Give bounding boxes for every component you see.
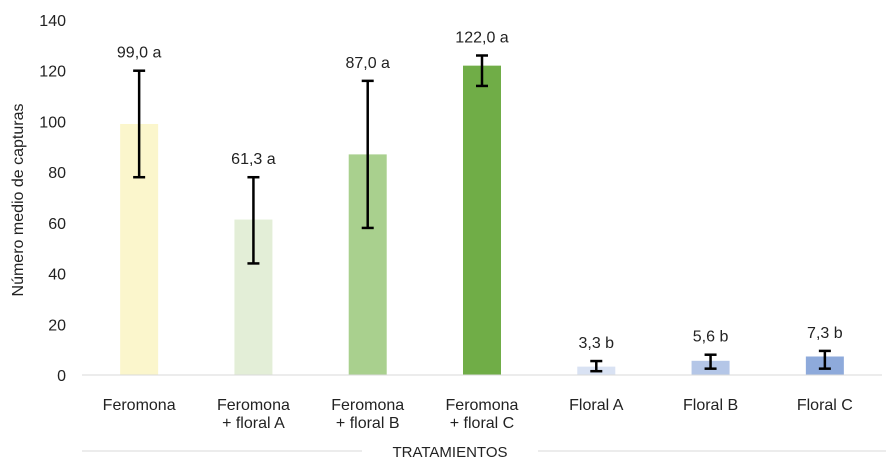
y-tick-label: 80	[48, 165, 66, 182]
data-label: 61,3 a	[231, 151, 276, 168]
bars	[120, 65, 844, 376]
x-tick-label: Feromona	[103, 397, 176, 414]
y-tick-label: 120	[39, 64, 66, 81]
data-label: 99,0 a	[117, 45, 162, 62]
data-label: 3,3 b	[578, 335, 614, 352]
x-tick-label: Feromona + floral A	[217, 397, 290, 432]
y-tick-label: 40	[48, 267, 66, 284]
y-tick-label: 100	[39, 114, 66, 131]
error-bar	[133, 69, 146, 179]
error-bar	[247, 175, 260, 265]
data-label: 5,6 b	[693, 329, 729, 346]
x-tick-label: Floral C	[797, 397, 853, 414]
y-tick-label: 60	[48, 216, 66, 233]
bar	[463, 65, 501, 376]
data-label: 7,3 b	[807, 325, 843, 342]
data-label: 87,0 a	[345, 55, 390, 72]
error-bar	[590, 359, 603, 373]
x-axis: Feromona Feromona + floral A Feromona + flor…	[82, 374, 882, 432]
x-axis-label: TRATAMIENTOS	[392, 444, 507, 459]
error-bars	[133, 54, 831, 373]
x-tick-label: Floral A	[569, 397, 624, 414]
error-bar	[818, 349, 831, 370]
x-tick-label: Floral B	[683, 397, 738, 414]
error-bar	[476, 54, 488, 88]
y-axis: 0 20 40 60 80 100 120 140	[39, 13, 66, 385]
error-bar	[361, 79, 374, 230]
x-tick-label: Feromona + floral B	[331, 397, 404, 432]
x-tick-label: Feromona + floral C	[446, 397, 519, 432]
y-tick-label: 20	[48, 317, 66, 334]
data-labels: 99,0 a 61,3 a 87,0 a 122,0 a 3,3 b 5,6 b 7,3 b	[117, 30, 843, 353]
data-label: 122,0 a	[455, 30, 508, 47]
y-tick-label: 140	[39, 13, 66, 30]
y-axis-label: Número medio de capturas	[10, 104, 27, 297]
error-bar	[704, 353, 717, 370]
y-tick-label: 0	[57, 368, 66, 385]
